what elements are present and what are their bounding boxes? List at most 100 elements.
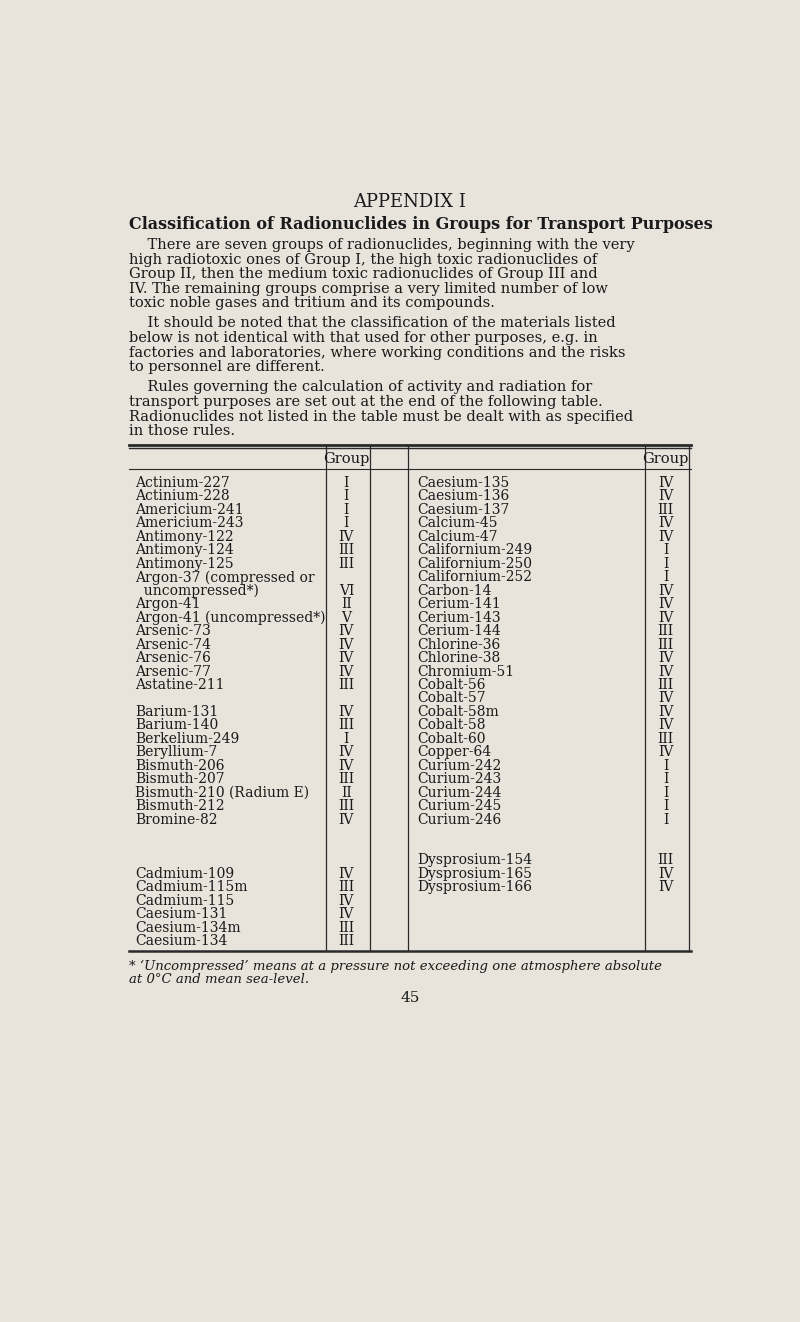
Text: Californium-250: Californium-250 [418, 557, 533, 571]
Text: Curium-243: Curium-243 [418, 772, 502, 787]
Text: I: I [344, 502, 349, 517]
Text: Group: Group [642, 452, 689, 467]
Text: Curium-242: Curium-242 [418, 759, 502, 773]
Text: Dysprosium-154: Dysprosium-154 [418, 853, 533, 867]
Text: III: III [338, 880, 354, 894]
Text: IV: IV [658, 530, 674, 543]
Text: III: III [338, 920, 354, 935]
Text: IV: IV [338, 894, 354, 908]
Text: Argon-41: Argon-41 [135, 598, 201, 611]
Text: IV: IV [338, 867, 354, 880]
Text: Cobalt-60: Cobalt-60 [418, 732, 486, 746]
Text: I: I [663, 800, 669, 813]
Text: I: I [344, 517, 349, 530]
Text: high radiotoxic ones of Group I, the high toxic radionuclides of: high radiotoxic ones of Group I, the hig… [130, 253, 598, 267]
Text: III: III [658, 853, 674, 867]
Text: Curium-244: Curium-244 [418, 785, 502, 800]
Text: Bromine-82: Bromine-82 [135, 813, 218, 826]
Text: IV: IV [658, 665, 674, 678]
Text: IV: IV [658, 718, 674, 732]
Text: IV: IV [338, 665, 354, 678]
Text: III: III [338, 678, 354, 691]
Text: Chlorine-38: Chlorine-38 [418, 650, 501, 665]
Text: Arsenic-76: Arsenic-76 [135, 650, 210, 665]
Text: Cerium-141: Cerium-141 [418, 598, 502, 611]
Text: III: III [658, 678, 674, 691]
Text: Antimony-125: Antimony-125 [135, 557, 234, 571]
Text: Bismuth-206: Bismuth-206 [135, 759, 224, 773]
Text: IV: IV [338, 637, 354, 652]
Text: Bismuth-207: Bismuth-207 [135, 772, 225, 787]
Text: at 0°C and mean sea-level.: at 0°C and mean sea-level. [130, 973, 310, 986]
Text: It should be noted that the classification of the materials listed: It should be noted that the classificati… [130, 316, 616, 330]
Text: Curium-246: Curium-246 [418, 813, 502, 826]
Text: III: III [338, 935, 354, 948]
Text: I: I [663, 557, 669, 571]
Text: Cobalt-57: Cobalt-57 [418, 691, 486, 706]
Text: IV: IV [658, 517, 674, 530]
Text: IV: IV [338, 650, 354, 665]
Text: in those rules.: in those rules. [130, 424, 235, 439]
Text: Bismuth-212: Bismuth-212 [135, 800, 225, 813]
Text: Caesium-134m: Caesium-134m [135, 920, 241, 935]
Text: Americium-241: Americium-241 [135, 502, 243, 517]
Text: Chromium-51: Chromium-51 [418, 665, 515, 678]
Text: IV: IV [338, 705, 354, 719]
Text: APPENDIX I: APPENDIX I [354, 193, 466, 212]
Text: Americium-243: Americium-243 [135, 517, 243, 530]
Text: Argon-37 (compressed or: Argon-37 (compressed or [135, 570, 314, 584]
Text: Calcium-45: Calcium-45 [418, 517, 498, 530]
Text: below is not identical with that used for other purposes, e.g. in: below is not identical with that used fo… [130, 330, 598, 345]
Text: Group: Group [323, 452, 370, 467]
Text: Caesium-135: Caesium-135 [418, 476, 510, 490]
Text: III: III [658, 732, 674, 746]
Text: IV: IV [338, 759, 354, 773]
Text: Classification of Radionuclides in Groups for Transport Purposes: Classification of Radionuclides in Group… [130, 215, 714, 233]
Text: Cerium-144: Cerium-144 [418, 624, 502, 639]
Text: IV: IV [658, 584, 674, 598]
Text: IV: IV [658, 489, 674, 504]
Text: 45: 45 [400, 990, 420, 1005]
Text: Berkelium-249: Berkelium-249 [135, 732, 239, 746]
Text: Cobalt-56: Cobalt-56 [418, 678, 486, 691]
Text: IV: IV [658, 705, 674, 719]
Text: Californium-249: Californium-249 [418, 543, 533, 558]
Text: Arsenic-74: Arsenic-74 [135, 637, 211, 652]
Text: Caesium-134: Caesium-134 [135, 935, 227, 948]
Text: V: V [342, 611, 351, 624]
Text: I: I [344, 489, 349, 504]
Text: VI: VI [338, 584, 354, 598]
Text: Cobalt-58m: Cobalt-58m [418, 705, 499, 719]
Text: Antimony-124: Antimony-124 [135, 543, 234, 558]
Text: Cadmium-115m: Cadmium-115m [135, 880, 247, 894]
Text: Antimony-122: Antimony-122 [135, 530, 234, 543]
Text: I: I [663, 759, 669, 773]
Text: * ‘Uncompressed’ means at a pressure not exceeding one atmosphere absolute: * ‘Uncompressed’ means at a pressure not… [130, 960, 662, 973]
Text: Calcium-47: Calcium-47 [418, 530, 498, 543]
Text: III: III [338, 718, 354, 732]
Text: II: II [341, 785, 352, 800]
Text: Caesium-137: Caesium-137 [418, 502, 510, 517]
Text: II: II [341, 598, 352, 611]
Text: Arsenic-77: Arsenic-77 [135, 665, 211, 678]
Text: IV: IV [658, 611, 674, 624]
Text: III: III [338, 800, 354, 813]
Text: IV: IV [338, 530, 354, 543]
Text: transport purposes are set out at the end of the following table.: transport purposes are set out at the en… [130, 395, 603, 408]
Text: Argon-41 (uncompressed*): Argon-41 (uncompressed*) [135, 611, 326, 625]
Text: III: III [338, 772, 354, 787]
Text: Carbon-14: Carbon-14 [418, 584, 492, 598]
Text: Cadmium-109: Cadmium-109 [135, 867, 234, 880]
Text: I: I [344, 476, 349, 490]
Text: IV: IV [658, 691, 674, 706]
Text: Chlorine-36: Chlorine-36 [418, 637, 501, 652]
Text: Radionuclides not listed in the table must be dealt with as specified: Radionuclides not listed in the table mu… [130, 410, 634, 423]
Text: Dysprosium-166: Dysprosium-166 [418, 880, 533, 894]
Text: uncompressed*): uncompressed*) [135, 584, 258, 598]
Text: I: I [663, 785, 669, 800]
Text: Arsenic-73: Arsenic-73 [135, 624, 210, 639]
Text: IV: IV [658, 746, 674, 759]
Text: Californium-252: Californium-252 [418, 570, 533, 584]
Text: Caesium-131: Caesium-131 [135, 907, 227, 921]
Text: III: III [338, 543, 354, 558]
